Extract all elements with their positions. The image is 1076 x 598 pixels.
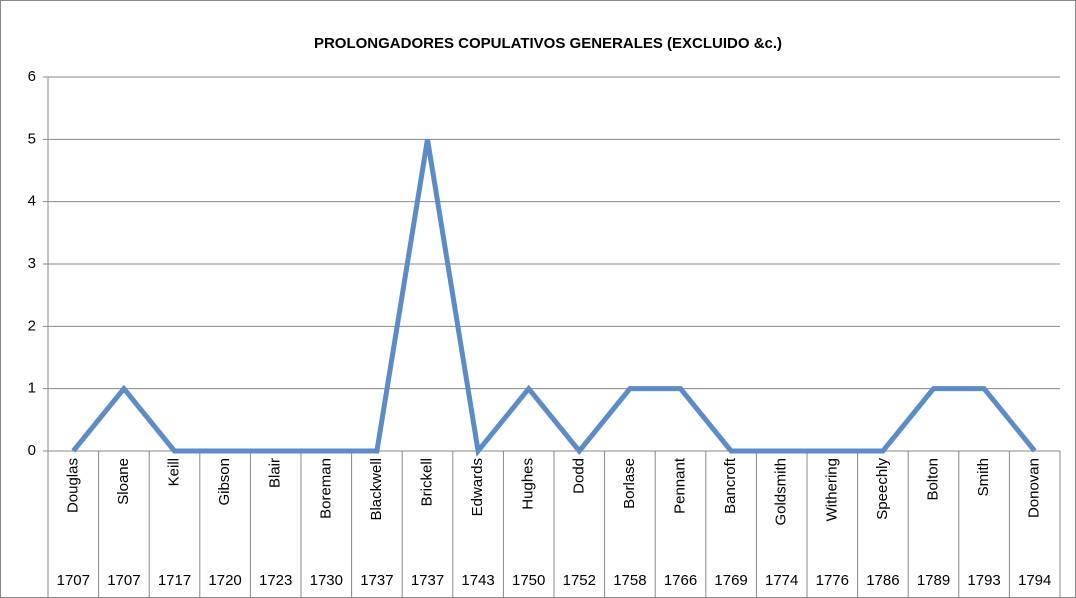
x-tick-label: Speechly: [874, 458, 891, 520]
chart-title: PROLONGADORES COPULATIVOS GENERALES (EXC…: [314, 35, 782, 52]
y-tick-label: 5: [28, 130, 36, 147]
x-tick-label: Borlase: [621, 458, 638, 509]
y-tick-label: 6: [28, 68, 36, 85]
x-tick-label: Blair: [267, 458, 284, 488]
y-tick-label: 2: [28, 317, 36, 334]
x-tick-label: Bolton: [924, 458, 941, 501]
x-tick-label: Brickell: [418, 458, 435, 506]
x-year-label: 1769: [714, 572, 747, 589]
x-year-label: 1774: [765, 572, 798, 589]
x-year-label: 1789: [917, 572, 950, 589]
x-year-label: 1707: [107, 572, 140, 589]
x-tick-label: Goldsmith: [773, 458, 790, 526]
x-year-label: 1717: [158, 572, 191, 589]
x-year-label: 1793: [967, 572, 1000, 589]
x-tick-label: Blackwell: [368, 458, 385, 521]
y-tick-label: 3: [28, 255, 36, 272]
x-tick-label: Douglas: [64, 458, 81, 513]
x-tick-label: Edwards: [469, 458, 486, 516]
x-year-label: 1752: [563, 572, 596, 589]
x-year-label: 1776: [816, 572, 849, 589]
y-tick-label: 1: [28, 380, 36, 397]
x-tick-label: Boreman: [317, 458, 334, 519]
x-tick-label: Hughes: [520, 458, 537, 510]
x-year-label: 1737: [360, 572, 393, 589]
x-tick-label: Sloane: [115, 458, 132, 505]
x-tick-label: Dodd: [570, 458, 587, 494]
x-year-label: 1723: [259, 572, 292, 589]
x-tick-label: Bancroft: [722, 457, 739, 514]
x-tick-label: Smith: [975, 458, 992, 496]
x-tick-label: Keill: [165, 458, 182, 486]
x-year-label: 1758: [613, 572, 646, 589]
x-year-label: 1750: [512, 572, 545, 589]
x-year-label: 1786: [866, 572, 899, 589]
x-tick-label: Withering: [823, 458, 840, 521]
x-year-label: 1720: [208, 572, 241, 589]
x-tick-label: Donovan: [1026, 458, 1043, 518]
x-year-label: 1766: [664, 572, 697, 589]
x-year-label: 1794: [1018, 572, 1051, 589]
x-tick-label: Pennant: [671, 457, 688, 514]
line-series: [71, 138, 1037, 457]
x-year-label: 1737: [411, 572, 444, 589]
x-year-label: 1743: [461, 572, 494, 589]
x-tick-label: Gibson: [216, 458, 233, 506]
y-tick-label: 4: [28, 193, 36, 210]
x-year-label: 1730: [310, 572, 343, 589]
y-tick-label: 0: [28, 442, 36, 459]
x-year-label: 1707: [57, 572, 90, 589]
